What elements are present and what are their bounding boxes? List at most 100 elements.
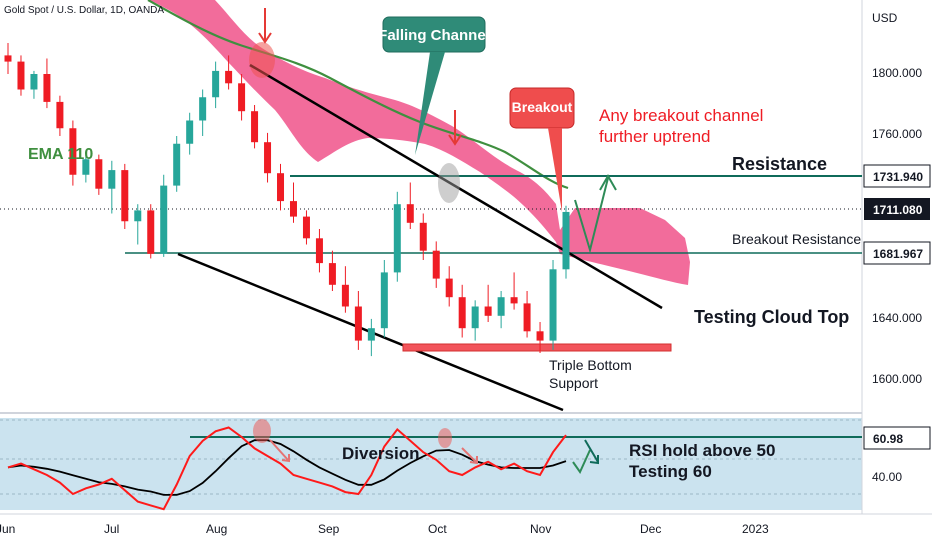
rsi-pane (0, 418, 862, 510)
price-marker-breakout-label: 1681.967 (873, 247, 923, 261)
candle-body (186, 120, 194, 144)
candle-body (419, 222, 427, 251)
top-highlight-2 (438, 163, 460, 203)
rsi-line (7, 426, 567, 511)
time-label-2023: 2023 (742, 522, 769, 536)
candle-body (497, 297, 505, 316)
rsi-projection (572, 449, 591, 475)
candle-body (121, 170, 129, 222)
rsi-tick-40: 40.00 (872, 470, 902, 484)
candle-body (523, 303, 531, 332)
price-tick-1760: 1760.000 (872, 127, 922, 141)
price-marker-current-label: 1711.080 (873, 203, 923, 217)
rsi-top-highlight-2 (438, 428, 452, 448)
candle-body (328, 263, 336, 285)
candle-body (432, 250, 440, 279)
candle-body (315, 238, 323, 264)
candle-body (199, 97, 207, 121)
candle-body (238, 83, 246, 112)
down-arrow-1 (258, 8, 272, 44)
candle-body (458, 297, 466, 329)
rsi-note-line-1: RSI hold above 50 (629, 441, 775, 460)
breakout-callout: Breakout (509, 87, 575, 212)
candlestick-series (4, 43, 570, 357)
projection-path (574, 177, 609, 254)
candle-body (56, 101, 64, 129)
candle-body (108, 170, 116, 189)
candle-body (147, 210, 155, 254)
candle-body (212, 70, 220, 98)
candle-body (510, 297, 518, 304)
rsi-marker: 60.98 (863, 426, 931, 450)
candle-body (289, 201, 297, 217)
triple-bottom-label-2: Support (549, 375, 598, 391)
breakout-label: Breakout (512, 99, 573, 115)
price-marker-resistance: 1731.940 (863, 164, 931, 188)
price-marker-resistance-label: 1731.940 (873, 170, 923, 184)
divergence-label: Diversion (342, 444, 419, 463)
candle-body (17, 61, 25, 90)
top-highlight-1 (249, 42, 275, 78)
price-tick-1640: 1640.000 (872, 311, 922, 325)
price-marker-breakout: 1681.967 (863, 241, 931, 265)
rsi-marker-label: 60.98 (873, 432, 903, 446)
triple-bottom-label-1: Triple Bottom (549, 357, 632, 373)
rsi-down-arrow-1 (269, 439, 290, 463)
candle-body (354, 306, 362, 341)
candle-body (471, 306, 479, 329)
price-axis[interactable]: USD 1800.000 1760.000 1640.000 1600.000 … (863, 11, 931, 386)
candle-body (536, 331, 544, 341)
candle-body (484, 306, 492, 316)
falling-channel-callout: Falling Channel (378, 16, 490, 155)
breakout-note-line-1: Any breakout channel (599, 106, 763, 125)
candle-body (225, 70, 233, 84)
price-tick-1800: 1800.000 (872, 66, 922, 80)
candle-body (549, 269, 557, 341)
time-label-sep: Sep (318, 522, 340, 536)
time-label-jul: Jul (104, 522, 119, 536)
cloud-top-label: Testing Cloud Top (694, 307, 849, 327)
candle-body (30, 74, 38, 90)
resistance-label: Resistance (732, 154, 827, 174)
candle-body (69, 128, 77, 175)
breakout-resistance-label: Breakout Resistance (732, 231, 861, 247)
rsi-note-line-2: Testing 60 (629, 462, 712, 481)
breakout-note-line-2: further uptrend (599, 127, 711, 146)
candle-body (173, 143, 181, 186)
candle-body (341, 284, 349, 307)
time-label-jun: Jun (0, 522, 15, 536)
candle-body (4, 55, 12, 62)
rsi-down-arrow-2 (461, 447, 478, 465)
time-axis[interactable]: Jun Jul Aug Sep Oct Nov Dec 2023 (0, 522, 769, 536)
time-label-dec: Dec (640, 522, 661, 536)
time-label-aug: Aug (206, 522, 227, 536)
price-marker-current: 1711.080 (864, 198, 930, 220)
falling-channel-label: Falling Channel (378, 27, 490, 44)
candle-body (277, 173, 285, 202)
candle-body (445, 278, 453, 298)
down-arrow-2 (448, 110, 462, 146)
ichimoku-cloud (150, 0, 690, 285)
candle-body (82, 159, 90, 175)
candle-body (251, 111, 259, 143)
rsi-top-highlight-1 (253, 419, 271, 443)
candle-body (134, 210, 142, 222)
ema-label: EMA 110 (28, 146, 93, 163)
candle-body (264, 142, 272, 174)
triple-bottom-zone (402, 343, 672, 352)
projection-arrow-head (599, 173, 617, 191)
rsi-axis[interactable]: 60.98 40.00 (863, 426, 931, 484)
time-label-oct: Oct (428, 522, 447, 536)
time-label-nov: Nov (530, 522, 551, 536)
candle-body (367, 328, 375, 341)
candle-body (160, 185, 168, 254)
candle-body (562, 211, 570, 270)
currency-label: USD (872, 11, 898, 25)
candle-body (406, 204, 414, 223)
ema-110-line (147, 0, 569, 190)
symbol-title: Gold Spot / U.S. Dollar, 1D, OANDA (4, 5, 164, 16)
candle-body (380, 272, 388, 329)
candle-body (95, 159, 103, 189)
